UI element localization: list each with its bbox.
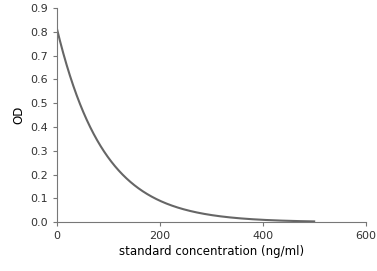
X-axis label: standard concentration (ng/ml): standard concentration (ng/ml) xyxy=(118,246,304,259)
Y-axis label: OD: OD xyxy=(12,106,26,124)
